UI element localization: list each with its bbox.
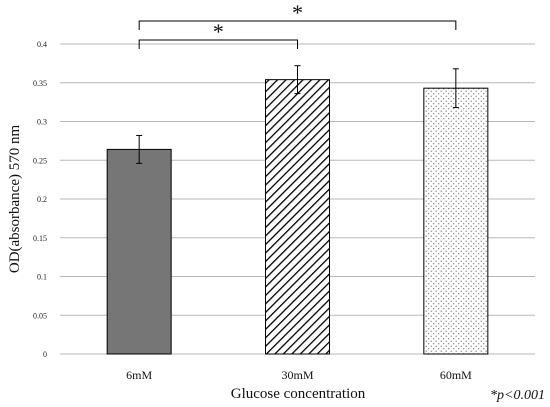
significance-note: *p<0.001 [490, 388, 545, 403]
bar-30mM [265, 79, 330, 355]
x-axis-categories: 6mM 30mM 60mM [126, 368, 472, 382]
y-tick-label: 0.4 [37, 40, 47, 49]
y-tick-label: 0.15 [33, 234, 47, 243]
x-axis-label: Glucose concentration [231, 386, 366, 402]
bar-60mM [423, 87, 489, 355]
y-tick-label: 0.1 [37, 273, 47, 282]
bars [106, 79, 489, 355]
x-category-label: 6mM [126, 368, 152, 382]
significance-star: * [292, 0, 303, 25]
y-axis-ticks: 0 0.05 0.1 0.15 0.2 0.25 0.3 0.35 0.4 [33, 40, 47, 359]
y-tick-label: 0 [43, 350, 47, 359]
y-axis-label: OD(absorbance) 570 nm [7, 125, 23, 274]
error-bars [136, 65, 459, 164]
significance-brackets: ** [138, 0, 457, 49]
y-tick-label: 0.2 [37, 195, 47, 204]
significance-bracket [138, 39, 298, 49]
significance-star: * [213, 19, 224, 44]
y-tick-label: 0.05 [33, 311, 47, 320]
y-tick-label: 0.3 [37, 118, 47, 127]
y-tick-label: 0.35 [33, 79, 47, 88]
bar-6mM [106, 148, 172, 355]
x-category-label: 60mM [440, 368, 472, 382]
significance-bracket [138, 20, 457, 30]
x-category-label: 30mM [281, 368, 313, 382]
y-tick-label: 0.25 [33, 156, 47, 165]
